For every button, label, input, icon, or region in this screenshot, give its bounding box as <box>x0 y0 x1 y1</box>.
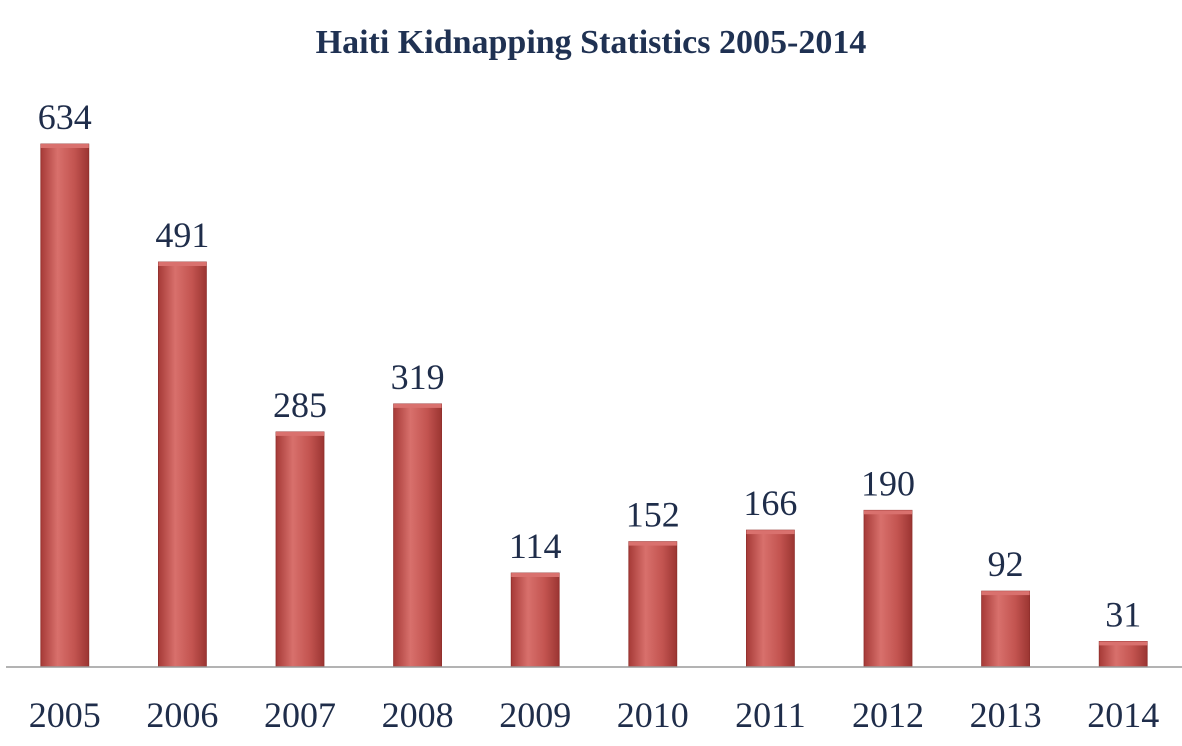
data-label-2011: 166 <box>743 483 797 523</box>
data-label-2013: 92 <box>988 544 1024 584</box>
bar-top-bevel-2008 <box>393 403 442 408</box>
x-tick-label-2010: 2010 <box>617 695 689 735</box>
x-tick-labels: 2005 2006 2007 2008 2009 2010 2011 2012 2013 2014 <box>29 695 1159 735</box>
data-label-2007: 285 <box>273 385 327 425</box>
x-tick-label-2007: 2007 <box>264 695 336 735</box>
x-tick-label-2012: 2012 <box>852 695 924 735</box>
bar-2010 <box>628 541 678 668</box>
bar-2009 <box>510 572 560 668</box>
data-label-2010: 152 <box>626 495 680 535</box>
bar-top-bevel-2009 <box>511 573 560 577</box>
bar-2013 <box>981 590 1030 668</box>
data-label-2012: 190 <box>861 463 915 503</box>
data-label-2008: 319 <box>391 357 445 397</box>
x-tick-label-2013: 2013 <box>970 695 1042 735</box>
x-tick-label-2009: 2009 <box>499 695 571 735</box>
bar-2008 <box>393 403 443 668</box>
x-tick-label-2005: 2005 <box>29 695 101 735</box>
bar-2007 <box>275 431 325 668</box>
bars-layer: 634 491 285 319 114 152 166 190 92 31 <box>38 97 1148 668</box>
bar-top-bevel-2012 <box>864 510 912 515</box>
bar-top-bevel-2007 <box>276 431 324 436</box>
x-tick-label-2008: 2008 <box>382 695 454 735</box>
x-tick-label-2006: 2006 <box>146 695 218 735</box>
data-label-2014: 31 <box>1105 594 1141 634</box>
bar-top-bevel-2014 <box>1099 641 1148 646</box>
bar-top-bevel-2006 <box>158 262 207 266</box>
data-label-2005: 634 <box>38 97 92 137</box>
bar-top-bevel-2011 <box>746 530 795 535</box>
x-tick-label-2011: 2011 <box>735 695 806 735</box>
bar-top-bevel-2005 <box>40 144 89 148</box>
x-tick-label-2014: 2014 <box>1087 695 1159 735</box>
bar-top-bevel-2010 <box>628 541 677 546</box>
bar-2005 <box>40 143 90 668</box>
bar-top-bevel-2013 <box>981 591 1030 596</box>
data-label-2006: 491 <box>155 215 209 255</box>
bar-2011 <box>746 529 795 668</box>
bar-2006 <box>157 261 207 668</box>
data-label-2009: 114 <box>509 526 562 566</box>
chart-title: Haiti Kidnapping Statistics 2005-2014 <box>316 24 867 61</box>
bar-2014 <box>1098 641 1148 668</box>
bar-2012 <box>863 509 913 668</box>
